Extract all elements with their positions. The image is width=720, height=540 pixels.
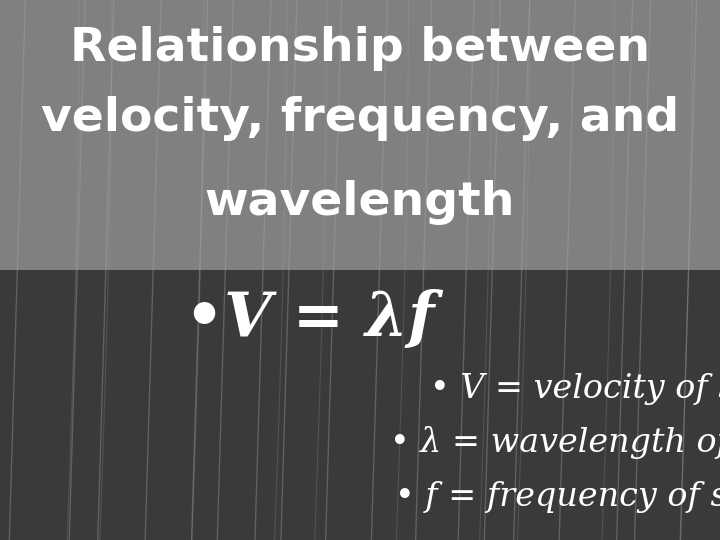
Bar [0, 0, 720, 270]
Text: •V = λf: •V = λf [185, 288, 435, 349]
Text: velocity, frequency, and: velocity, frequency, and [41, 96, 679, 141]
Text: • f = frequency of sound: • f = frequency of sound [395, 481, 720, 513]
Text: wavelength: wavelength [204, 180, 516, 225]
Text: Relationship between: Relationship between [70, 26, 650, 71]
Text: • V = velocity of sound: • V = velocity of sound [430, 373, 720, 405]
Text: • λ = wavelength of sound: • λ = wavelength of sound [390, 426, 720, 460]
Bar [0, 270, 720, 540]
